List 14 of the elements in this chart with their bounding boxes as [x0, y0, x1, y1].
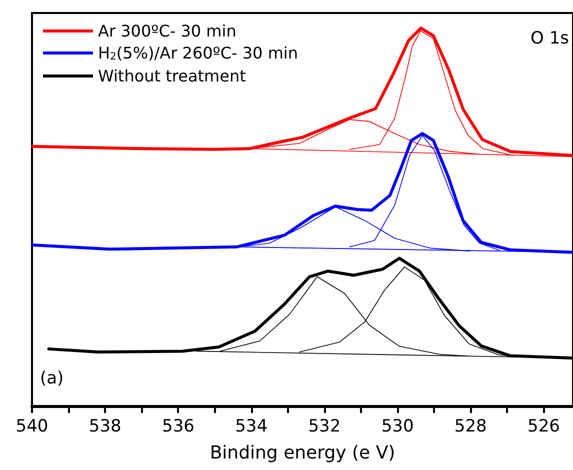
- legend-label: Without treatment: [98, 66, 246, 86]
- x-tick-label: 534: [235, 416, 268, 436]
- x-tick-label: 526: [528, 416, 560, 436]
- x-tick-label: 540: [16, 416, 48, 436]
- legend-label: Ar 300ºC- 30 min: [98, 22, 236, 40]
- annotation: O 1s: [530, 28, 570, 48]
- x-tick-label: 538: [88, 416, 122, 436]
- x-tick-label: 536: [162, 416, 194, 436]
- x-axis-title: Binding energy (e V): [210, 442, 396, 464]
- x-tick-label: 530: [381, 416, 414, 436]
- legend-label: H2(5%)/Ar 260ºC- 30 min: [98, 44, 298, 62]
- x-tick-label: 532: [308, 416, 341, 436]
- annotation: (a): [40, 368, 64, 388]
- x-tick-label: 528: [454, 416, 487, 436]
